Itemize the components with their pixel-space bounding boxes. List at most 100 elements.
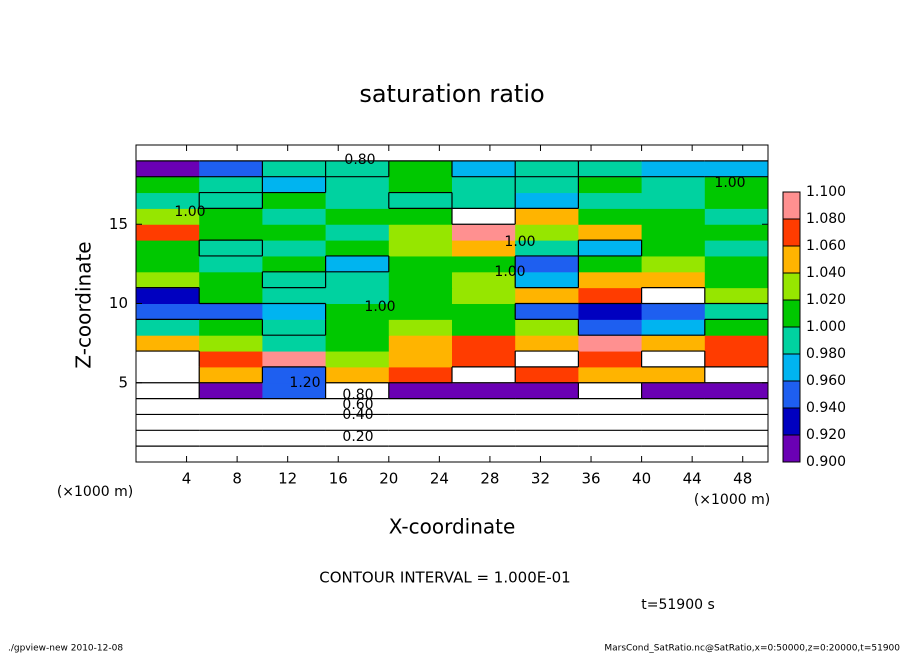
cell [452, 176, 516, 194]
cell [388, 382, 453, 400]
y-unit: (×1000 m) [57, 484, 133, 500]
colorbar-swatch [783, 381, 800, 408]
cell [704, 160, 769, 178]
cell [199, 366, 263, 384]
cell [515, 255, 579, 273]
cell [199, 255, 263, 273]
x-tick-label: 48 [733, 470, 752, 488]
cell [199, 192, 263, 209]
cell [452, 366, 516, 384]
cell [262, 145, 327, 162]
cell [704, 303, 769, 320]
cell [641, 145, 706, 162]
contour-label: 0.40 [342, 407, 373, 423]
cell [452, 192, 516, 209]
cell [388, 430, 453, 447]
cell [388, 271, 453, 289]
colorbar-label: 0.900 [806, 454, 846, 470]
cell [452, 145, 516, 162]
cell [578, 145, 643, 162]
cell [325, 335, 390, 352]
cell [262, 240, 327, 257]
cell [262, 335, 327, 352]
cell [578, 430, 643, 447]
cell [262, 382, 327, 400]
cell [578, 398, 643, 415]
colorbar-label: 0.960 [806, 373, 846, 389]
cell [199, 398, 263, 415]
footer-right: MarsCond_SatRatio.nc@SatRatio,x=0:50000,… [604, 644, 900, 654]
cell [136, 446, 200, 463]
x-tick-label: 40 [632, 470, 651, 488]
x-axis-label: X-coordinate [389, 515, 516, 539]
cell [641, 414, 706, 431]
x-tick-label: 32 [531, 470, 550, 488]
cell [452, 208, 516, 225]
cell [515, 414, 579, 431]
cell [325, 271, 390, 289]
x-tick-label: 24 [430, 470, 449, 488]
cell [578, 160, 643, 178]
cell [515, 351, 579, 368]
cell [641, 176, 706, 194]
cell [452, 335, 516, 352]
cell [388, 446, 453, 463]
colorbar-swatch [783, 192, 800, 219]
colorbar-label: 1.100 [806, 184, 846, 200]
cell [136, 351, 200, 368]
cell [452, 160, 516, 178]
cell [325, 192, 390, 209]
cell [452, 398, 516, 415]
y-tick-label: 10 [109, 294, 128, 312]
cell [578, 303, 643, 320]
cell [452, 351, 516, 368]
cell [704, 145, 769, 162]
contour-label: 1.00 [714, 175, 745, 191]
cell [578, 192, 643, 209]
cell [199, 430, 263, 447]
cell [578, 224, 643, 241]
cell [262, 160, 327, 178]
colorbar-swatch [783, 300, 800, 327]
time-label: t=51900 s [641, 597, 715, 613]
cell [515, 208, 579, 225]
cell [262, 255, 327, 273]
x-tick-label: 4 [182, 470, 192, 488]
cell [578, 255, 643, 273]
cell [515, 398, 579, 415]
cell [641, 287, 706, 304]
cell [262, 208, 327, 225]
cell [515, 446, 579, 463]
cell [515, 160, 579, 178]
colorbar-swatch [783, 246, 800, 273]
colorbar-swatch [783, 219, 800, 246]
cell [388, 176, 453, 194]
cell [704, 176, 769, 194]
cell [578, 319, 643, 336]
colorbar-label: 0.920 [806, 427, 846, 443]
x-tick-label: 8 [232, 470, 242, 488]
colorbar-label: 1.040 [806, 265, 846, 281]
cell [515, 382, 579, 400]
cell [452, 446, 516, 463]
cell [641, 366, 706, 384]
contour-label: 0.60 [342, 397, 373, 413]
cell [262, 319, 327, 336]
cell [136, 255, 200, 273]
contour-label: 1.00 [174, 204, 205, 220]
cell [199, 240, 263, 257]
cell [199, 160, 263, 178]
x-tick-label: 20 [379, 470, 398, 488]
cell [199, 208, 263, 225]
cell [388, 208, 453, 225]
cell [704, 271, 769, 289]
colorbar-swatch [783, 354, 800, 381]
cell [641, 398, 706, 415]
colorbar-label: 1.020 [806, 292, 846, 308]
cell [452, 240, 516, 257]
cell [515, 366, 579, 384]
contour-label: 1.20 [289, 375, 320, 391]
cell [578, 287, 643, 304]
cell [262, 287, 327, 304]
cell [199, 303, 263, 320]
